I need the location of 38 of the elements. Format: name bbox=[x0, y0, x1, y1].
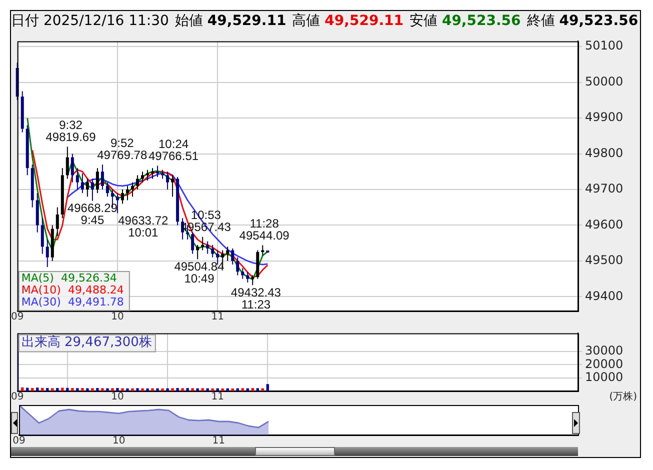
annotation: 49668.29 9:45 bbox=[67, 201, 118, 228]
x-tick-label: 09 bbox=[10, 312, 24, 323]
x-tick-label: 10 bbox=[111, 392, 124, 403]
annotation: 49432.43 11:23 bbox=[230, 285, 282, 312]
text: MA(30) 49,491.78 bbox=[21, 295, 124, 308]
y-tick-label: 50100 bbox=[585, 38, 624, 53]
y-tick-label: 49600 bbox=[585, 217, 624, 232]
x-tick-label: 11 bbox=[212, 436, 226, 447]
annotation: 9:32 49819.69 bbox=[46, 118, 96, 144]
y-tick-label: 10000 bbox=[585, 370, 624, 384]
chart-title: 日付 2025/12/16 11:30 bbox=[11, 13, 169, 29]
annotation: 49633.72 10:01 bbox=[118, 214, 168, 240]
text: 安値 49,523.56 bbox=[410, 13, 521, 29]
x-tick-label: 11 bbox=[211, 392, 224, 403]
y-tick-label: 49500 bbox=[585, 253, 624, 268]
chart-title: 出来高 29,467,300株 bbox=[21, 334, 152, 350]
x-tick-label: 09 bbox=[10, 392, 24, 403]
x-tick-label: 10 bbox=[112, 436, 126, 447]
y-tick-label: 30000 bbox=[585, 344, 624, 358]
x-tick-label: 11 bbox=[211, 312, 224, 323]
y-tick-label: 50000 bbox=[585, 74, 624, 88]
text: 高値 49,529.11 bbox=[292, 13, 404, 29]
annotation: 9:52 49769.78 bbox=[97, 136, 148, 162]
y-axis-title: (万株) bbox=[609, 390, 638, 403]
annotation: 10:24 49766.51 bbox=[148, 137, 199, 164]
text: 始値 49,529.11 bbox=[174, 13, 286, 29]
text: MA(10) 49,488.24 bbox=[21, 283, 124, 296]
y-tick-label: 49900 bbox=[585, 110, 624, 124]
annotation: 11:28 49544.09 bbox=[239, 216, 290, 243]
y-tick-label: 49400 bbox=[585, 288, 624, 303]
y-tick-label: 49800 bbox=[585, 146, 624, 160]
x-tick-label: 09 bbox=[12, 436, 26, 447]
y-tick-label: 49700 bbox=[585, 182, 624, 196]
annotation: 49504.84 10:49 bbox=[174, 260, 225, 286]
text: 終値 49,523.56 bbox=[526, 13, 638, 29]
x-tick-label: 10 bbox=[111, 312, 124, 323]
text: MA(5) 49,526.34 bbox=[21, 271, 117, 284]
y-tick-label: 20000 bbox=[585, 356, 624, 371]
